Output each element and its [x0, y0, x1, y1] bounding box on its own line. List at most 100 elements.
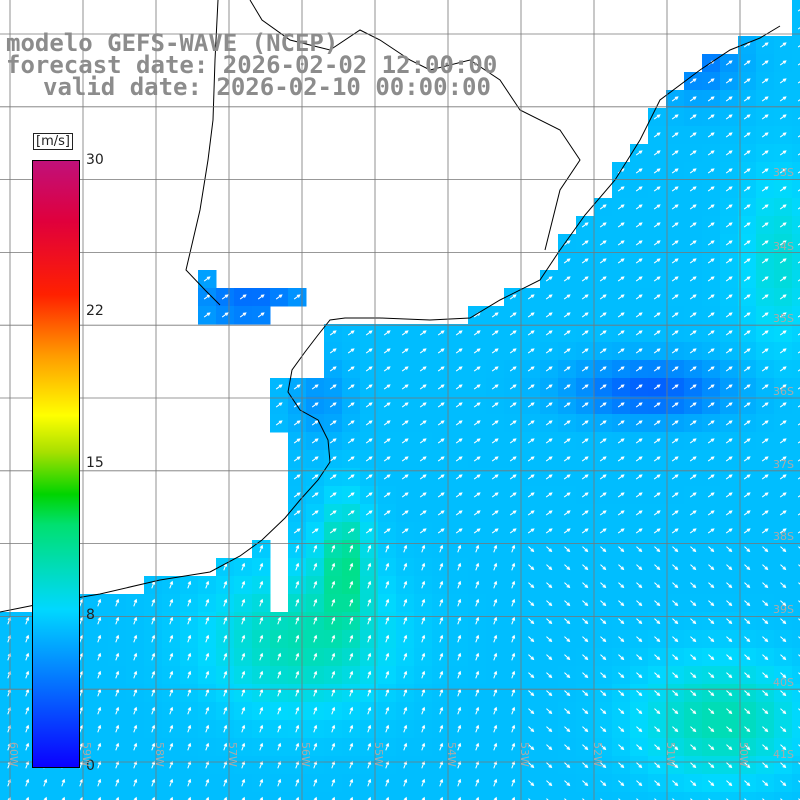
wind-arrow [707, 294, 715, 300]
wind-arrow [672, 546, 679, 553]
wind-arrow [403, 616, 408, 625]
wind-cell [648, 792, 667, 800]
lon-label: 56W [299, 742, 312, 767]
wind-arrow [743, 222, 751, 228]
wind-arrow [439, 580, 444, 589]
wind-arrow [671, 366, 679, 372]
wind-arrow [511, 778, 516, 787]
wind-arrow [259, 742, 264, 751]
wind-arrow [581, 492, 589, 498]
wind-cell [792, 414, 800, 433]
wind-arrow [133, 724, 138, 733]
wind-arrow [491, 420, 499, 426]
wind-arrow [618, 654, 625, 661]
wind-arrow [690, 582, 697, 589]
wind-arrow [689, 294, 697, 300]
wind-arrow [581, 240, 589, 246]
wind-arrow [779, 384, 787, 390]
wind-arrow [385, 652, 390, 661]
wind-arrow [581, 312, 589, 318]
wind-arrow [563, 420, 571, 426]
wind-arrow [493, 562, 498, 571]
wind-arrow [133, 742, 138, 751]
wind-arrow [457, 598, 462, 607]
wind-arrow [689, 204, 697, 210]
wind-arrow [383, 474, 391, 480]
wind-arrow [151, 634, 156, 643]
wind-arrow [617, 528, 625, 534]
wind-arrow [457, 742, 462, 751]
wind-arrow [383, 510, 391, 516]
wind-cell [270, 792, 289, 800]
wind-arrow [367, 580, 372, 589]
wind-cell [18, 792, 37, 800]
wind-arrow [600, 654, 607, 661]
wind-arrow [798, 762, 800, 765]
wind-arrow [653, 204, 661, 210]
wind-arrow [511, 688, 516, 697]
wind-arrow [689, 168, 697, 174]
wind-arrow [419, 384, 427, 390]
wind-cell [108, 792, 127, 800]
wind-arrow [743, 114, 751, 120]
wind-arrow [509, 312, 517, 318]
wind-arrow [599, 258, 607, 264]
wind-arrow [403, 670, 408, 679]
wind-arrow [563, 348, 571, 354]
wind-arrow [600, 582, 607, 589]
wind-arrow [331, 688, 336, 697]
wind-arrow [259, 778, 264, 787]
wind-arrow [689, 438, 697, 444]
wind-arrow [457, 616, 462, 625]
wind-arrow [365, 402, 373, 408]
wind-arrow [761, 384, 769, 390]
wind-arrow [349, 652, 354, 661]
wind-arrow [744, 546, 751, 553]
wind-arrow [223, 706, 228, 715]
wind-arrow [491, 312, 499, 318]
wind-arrow [564, 672, 571, 679]
wind-arrow [653, 294, 661, 300]
wind-cell [792, 504, 800, 523]
wind-arrow [708, 798, 711, 800]
wind-cell [126, 792, 145, 800]
wind-arrow [599, 348, 607, 354]
wind-arrow [671, 420, 679, 426]
wind-arrow [419, 402, 427, 408]
wind-arrow [743, 78, 751, 84]
wind-arrow [385, 706, 390, 715]
wind-arrow [779, 492, 787, 498]
wind-arrow [401, 474, 409, 480]
wind-arrow [455, 348, 463, 354]
wind-arrow [726, 708, 733, 715]
wind-arrow [545, 294, 553, 300]
wind-arrow [385, 778, 390, 787]
wind-arrow [617, 420, 625, 426]
wind-arrow [349, 706, 354, 715]
wind-arrow [563, 438, 571, 444]
wind-arrow [528, 780, 535, 787]
wind-arrow [421, 562, 426, 571]
wind-cell [792, 396, 800, 415]
wind-arrow [457, 580, 462, 589]
wind-arrow [617, 240, 625, 246]
lon-label: 59W [80, 742, 93, 767]
wind-arrow [527, 420, 535, 426]
wind-arrow [564, 546, 571, 553]
wind-arrow [654, 600, 661, 607]
wind-arrow [779, 150, 787, 156]
wind-arrow [635, 456, 643, 462]
wind-arrow [744, 708, 751, 715]
wind-arrow [779, 420, 787, 426]
wind-arrow [475, 778, 480, 787]
wind-arrow [798, 690, 800, 693]
wind-arrow [762, 546, 769, 553]
wind-arrow [203, 276, 211, 282]
wind-arrow [25, 616, 30, 625]
wind-arrow [744, 744, 751, 751]
wind-arrow [313, 742, 318, 751]
wind-arrow [708, 744, 715, 751]
wind-arrow [545, 510, 553, 516]
wind-arrow [761, 276, 769, 282]
wind-arrow [599, 456, 607, 462]
